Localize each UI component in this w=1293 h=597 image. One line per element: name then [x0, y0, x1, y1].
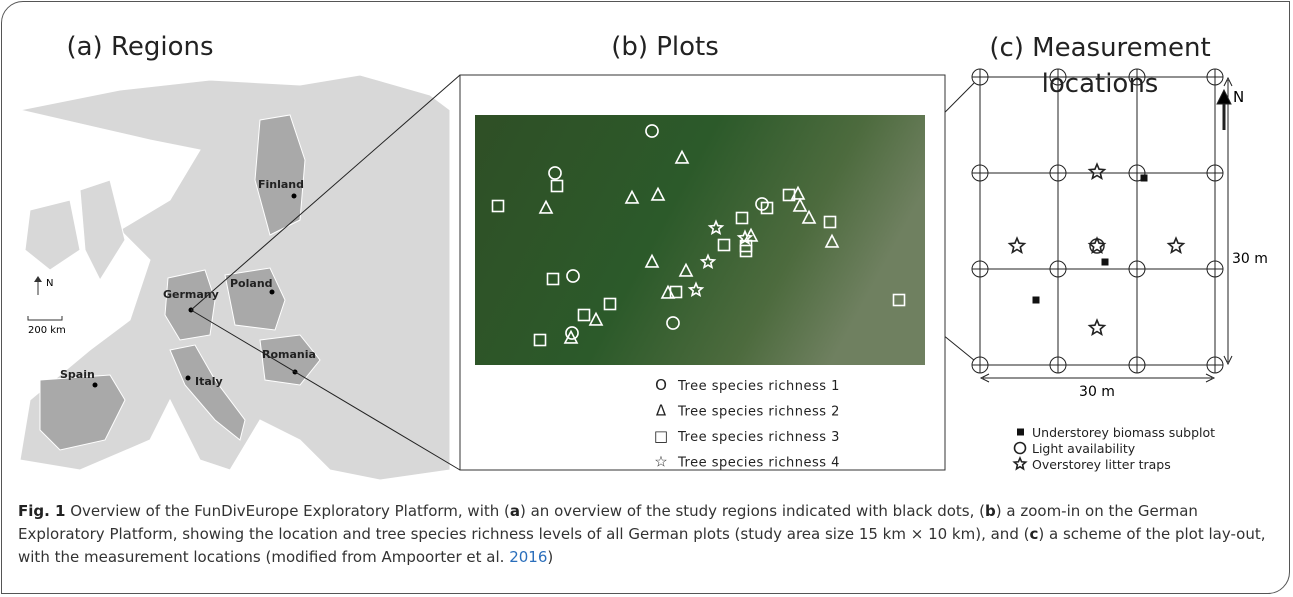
marker	[644, 253, 660, 268]
marker	[792, 197, 808, 212]
marker	[687, 281, 705, 297]
legend-label: Tree species richness 4	[677, 456, 840, 471]
legend-symbol: O	[655, 376, 667, 394]
legend-symbol: ☆	[654, 453, 667, 471]
caption-text: Overview of the FunDivEurope Exploratory…	[65, 502, 510, 520]
marker	[546, 272, 560, 286]
marker	[533, 333, 547, 347]
marker	[491, 199, 505, 213]
biomass-subplot	[1140, 174, 1148, 182]
marker	[674, 149, 690, 164]
marker	[603, 297, 617, 311]
plot-grid	[971, 68, 1224, 374]
north-label: N	[46, 278, 53, 289]
marker	[548, 166, 562, 180]
marker	[645, 124, 659, 138]
dimension-label: 30 m	[1232, 251, 1268, 267]
legend-symbol: □	[654, 427, 668, 445]
marker	[707, 219, 725, 235]
citation-link[interactable]: 2016	[509, 548, 548, 566]
marker	[565, 326, 579, 340]
biomass-subplot	[1101, 258, 1109, 266]
marker	[1087, 236, 1107, 254]
marker	[1013, 441, 1027, 455]
plot-markers	[491, 124, 906, 347]
marker	[735, 211, 749, 225]
marker	[801, 209, 817, 224]
marker	[699, 253, 717, 269]
marker	[1087, 162, 1107, 180]
caption-text: )	[547, 548, 554, 566]
north-label: N	[1233, 88, 1244, 106]
country-label: Romania	[262, 348, 316, 361]
legend-symbol	[1017, 428, 1024, 436]
country-label: Poland	[230, 277, 273, 290]
marker	[1166, 236, 1186, 254]
legend: O Tree species richness 1 Δ Tree species ri…	[654, 376, 840, 471]
panel-title: (a) Regions	[66, 32, 213, 62]
country-label: Italy	[195, 375, 223, 388]
biomass-subplot	[1032, 296, 1040, 304]
europe-map	[19, 74, 451, 481]
caption-text: ) a scheme of the plot lay-out, with the…	[18, 525, 1266, 566]
marker	[563, 329, 579, 344]
caption-text: b	[985, 502, 996, 520]
caption-text: ) a zoom-in on the German Exploratory Pl…	[18, 502, 1198, 543]
legend-label: Understorey biomass subplot	[1032, 425, 1215, 440]
legend-label: Overstorey litter traps	[1032, 457, 1171, 472]
dimension-arrows	[979, 76, 1233, 383]
marker	[650, 186, 666, 201]
dimension-label: 30 m	[1079, 384, 1115, 400]
light-point	[1089, 238, 1105, 254]
marker	[823, 215, 837, 229]
marker	[669, 285, 683, 299]
panel-title: (b) Plots	[611, 32, 719, 62]
country-label: Finland	[258, 178, 304, 191]
legend-label: Tree species richness 2	[677, 405, 840, 420]
marker	[1007, 236, 1027, 254]
caption: Fig. 1 Overview of the FunDivEurope Expl…	[18, 500, 1280, 569]
marker	[790, 185, 806, 200]
legend-label: Light availability	[1032, 441, 1136, 456]
marker	[624, 189, 640, 204]
legend-label: Tree species richness 1	[677, 379, 840, 394]
marker	[892, 293, 906, 307]
country-label: Germany	[163, 288, 219, 301]
marker	[824, 233, 840, 248]
legend-label: Tree species richness 3	[677, 430, 840, 445]
marker	[538, 199, 554, 214]
plot-features	[1007, 162, 1186, 336]
marker	[717, 238, 731, 252]
marker	[566, 269, 580, 283]
marker	[550, 179, 564, 193]
marker	[588, 311, 604, 326]
marker	[1087, 318, 1107, 336]
satellite-image	[475, 115, 925, 365]
marker	[666, 316, 680, 330]
caption-text: c	[1029, 525, 1039, 543]
marker	[678, 262, 694, 277]
marker	[1012, 455, 1028, 471]
country-label: Spain	[60, 368, 95, 381]
scale-label: 200 km	[28, 325, 66, 336]
legend-symbol: Δ	[656, 402, 667, 420]
marker	[739, 239, 753, 253]
marker	[577, 308, 591, 322]
caption-label: Fig. 1	[18, 502, 66, 520]
panel-title: (c) Measurement locations	[989, 33, 1211, 99]
caption-text: a	[509, 502, 520, 520]
caption-text: ) an overview of the study regions indic…	[520, 502, 986, 520]
marker	[760, 201, 774, 215]
